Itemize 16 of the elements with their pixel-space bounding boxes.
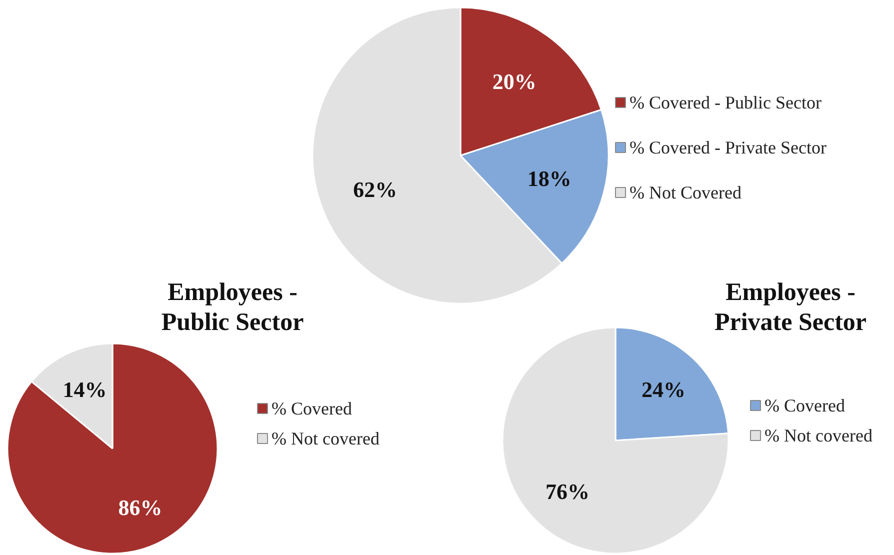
legend-label: % Not covered — [764, 426, 872, 446]
data-label: 62% — [353, 176, 398, 202]
legend-label: % Covered — [272, 398, 352, 418]
data-label: 20% — [492, 68, 536, 94]
legend-label: % Not Covered — [630, 182, 742, 202]
legend-label: % Not covered — [272, 428, 380, 448]
data-label: 76% — [546, 479, 590, 504]
legend-label: % Covered - Public Sector — [630, 92, 822, 112]
legend-label: % Covered - Private Sector — [630, 138, 826, 158]
legend-label: % Covered — [764, 396, 845, 416]
chart-title: Employees - Public Sector — [161, 279, 304, 336]
chart-title: Employees - Private Sector — [714, 279, 867, 336]
data-label: 14% — [62, 377, 107, 402]
data-label: 18% — [527, 166, 572, 191]
data-label: 86% — [118, 494, 162, 520]
data-label: 24% — [641, 376, 686, 402]
